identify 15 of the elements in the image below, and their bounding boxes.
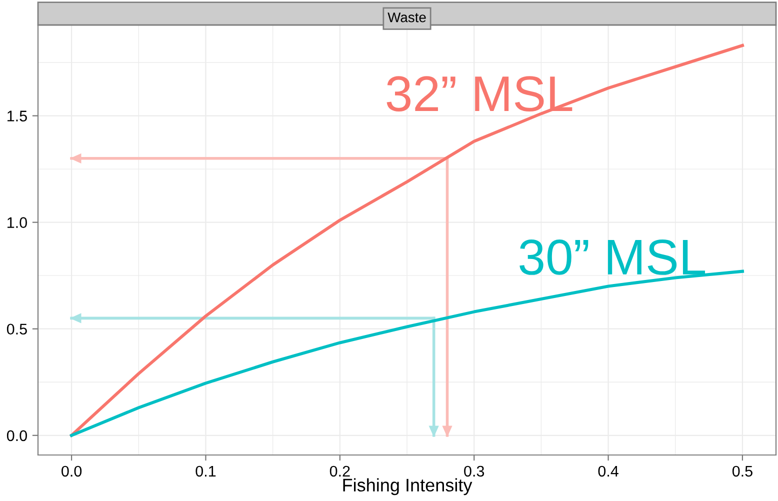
series-label: 30” MSL <box>520 240 706 275</box>
x-axis-title: Fishing Intensity <box>343 478 472 496</box>
x-tick-label: 0.0 <box>62 466 82 477</box>
x-tick-label: 0.1 <box>196 466 216 477</box>
y-tick-label: 1.5 <box>8 110 27 122</box>
x-tick-label: 0.2 <box>330 466 350 477</box>
x-tick-label: 0.4 <box>598 466 618 477</box>
line-series <box>70 44 744 437</box>
x-tick-label: 0.3 <box>464 466 484 477</box>
y-tick-label: 0.5 <box>6 324 27 335</box>
series-label: 32” MSL <box>386 76 572 112</box>
y-tick-label: 0.0 <box>6 430 27 442</box>
y-tick-label: 1.0 <box>8 217 27 228</box>
x-tick-label: 0.5 <box>732 466 752 477</box>
chart-title: Waste <box>388 12 426 22</box>
